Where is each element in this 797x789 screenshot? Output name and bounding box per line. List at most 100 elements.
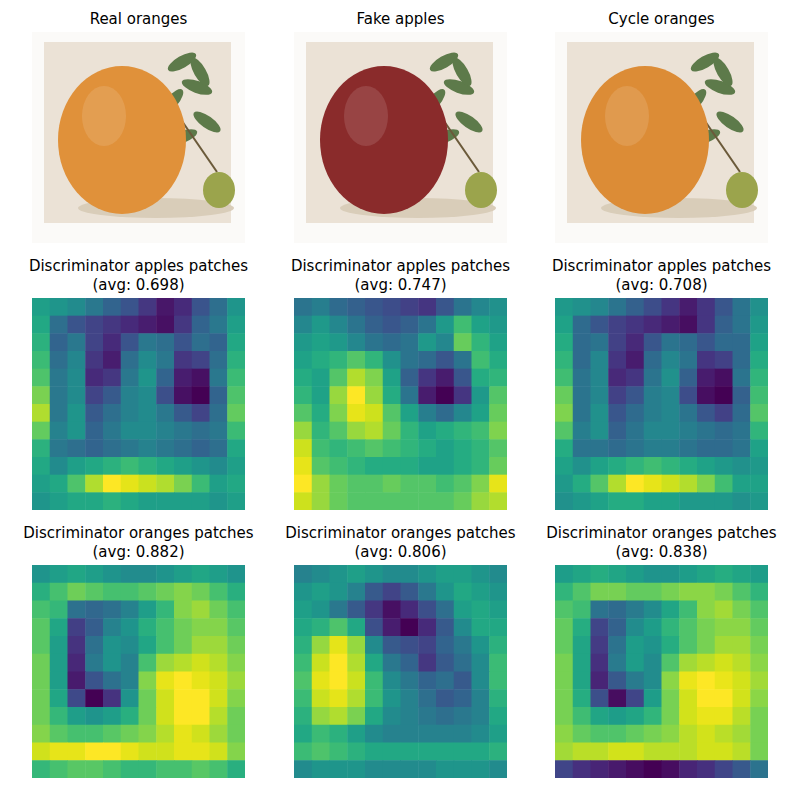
- heatmap-cell: [454, 298, 472, 316]
- heatmap-cell: [662, 316, 680, 334]
- heatmap-cell: [472, 492, 490, 510]
- heatmap-cell: [103, 618, 121, 636]
- heatmap-cell: [192, 601, 210, 619]
- heatmap-cell: [294, 351, 312, 369]
- heatmap-cell: [573, 492, 591, 510]
- heatmap-cell: [294, 298, 312, 316]
- heatmap-cell: [436, 492, 454, 510]
- heatmap-cell: [715, 475, 733, 493]
- heatmap-cell: [662, 351, 680, 369]
- heatmap-cell: [85, 492, 103, 510]
- heatmap-cell: [156, 369, 174, 387]
- heatmap-cell: [68, 743, 86, 761]
- heatmap-cell: [454, 422, 472, 440]
- heatmap-cell: [294, 492, 312, 510]
- heatmap-cell: [472, 316, 490, 334]
- heatmap-cell: [192, 333, 210, 351]
- heatmap-cell: [608, 351, 626, 369]
- heatmap-cell: [121, 369, 139, 387]
- heatmap-cell: [121, 743, 139, 761]
- heatmap-cell: [192, 725, 210, 743]
- heatmap-cell: [418, 725, 436, 743]
- image-highlight: [344, 86, 388, 146]
- heatmap-cell: [454, 316, 472, 334]
- heatmap-cell: [489, 404, 507, 422]
- title-line: Discriminator oranges patches: [23, 524, 254, 542]
- heatmap-cell: [347, 422, 365, 440]
- heatmap-cell: [121, 725, 139, 743]
- heatmap-cell: [121, 439, 139, 457]
- heatmap-cell: [662, 618, 680, 636]
- heatmap-cell: [139, 601, 157, 619]
- heatmap-cell: [715, 725, 733, 743]
- heatmap-cell: [50, 422, 68, 440]
- image: [32, 32, 245, 243]
- heatmap-cell: [608, 475, 626, 493]
- heatmap-cell: [347, 369, 365, 387]
- heatmap-cell: [121, 760, 139, 778]
- image-highlight: [605, 86, 649, 146]
- heatmap-cell: [591, 422, 609, 440]
- image-leaf: [187, 55, 213, 89]
- heatmap-cell: [227, 298, 245, 316]
- heatmap-cell: [50, 672, 68, 690]
- heatmap-cell: [608, 743, 626, 761]
- heatmap-cell: [103, 725, 121, 743]
- heatmap-cell: [454, 457, 472, 475]
- heatmap-cell: [68, 475, 86, 493]
- heatmap-cell: [436, 636, 454, 654]
- heatmap-cell: [573, 618, 591, 636]
- heatmap-cell: [626, 636, 644, 654]
- heatmap-cell: [418, 743, 436, 761]
- heatmap-cell: [210, 333, 228, 351]
- heatmap-cell: [750, 565, 768, 583]
- heatmap-cell: [555, 351, 573, 369]
- image: [294, 32, 507, 243]
- heatmap-cell: [32, 316, 50, 334]
- heatmap-cell: [32, 386, 50, 404]
- heatmap-cell: [733, 439, 751, 457]
- heatmap-cell: [68, 618, 86, 636]
- heatmap-cell: [103, 492, 121, 510]
- heatmap-cell: [330, 583, 348, 601]
- panel: Real oranges: [32, 10, 245, 243]
- heatmap-cell: [227, 492, 245, 510]
- heatmap-cell: [139, 689, 157, 707]
- heatmap-cell: [733, 475, 751, 493]
- heatmap-cell: [454, 760, 472, 778]
- heatmap-cell: [489, 333, 507, 351]
- heatmap-cell: [347, 475, 365, 493]
- heatmap-cell: [68, 298, 86, 316]
- heatmap-cell: [644, 298, 662, 316]
- heatmap-cell: [608, 422, 626, 440]
- heatmap-cell: [347, 672, 365, 690]
- heatmap-cell: [697, 333, 715, 351]
- heatmap-cell: [68, 707, 86, 725]
- heatmap-cell: [697, 457, 715, 475]
- heatmap-cell: [573, 333, 591, 351]
- heatmap-cell: [573, 565, 591, 583]
- title-line: Discriminator apples patches: [29, 257, 248, 275]
- heatmap-cell: [210, 475, 228, 493]
- image-small-fruit: [726, 172, 758, 208]
- heatmap-cell: [121, 654, 139, 672]
- heatmap-cell: [312, 618, 330, 636]
- heatmap-cell: [418, 333, 436, 351]
- heatmap-cell: [192, 743, 210, 761]
- heatmap-cell: [156, 565, 174, 583]
- heatmap-cell: [294, 601, 312, 619]
- heatmap-cell: [85, 583, 103, 601]
- heatmap-cell: [715, 386, 733, 404]
- heatmap-cell: [608, 725, 626, 743]
- heatmap-cell: [733, 298, 751, 316]
- heatmap-cell: [626, 672, 644, 690]
- heatmap-cell: [454, 333, 472, 351]
- panel-title: Real oranges: [90, 10, 188, 28]
- heatmap-cell: [103, 672, 121, 690]
- heatmap-cell: [227, 654, 245, 672]
- heatmap-cell: [436, 386, 454, 404]
- heatmap-cell: [227, 565, 245, 583]
- heatmap-cell: [330, 369, 348, 387]
- panel-title: Discriminator oranges patches(avg: 0.882…: [23, 524, 254, 561]
- heatmap-cell: [733, 386, 751, 404]
